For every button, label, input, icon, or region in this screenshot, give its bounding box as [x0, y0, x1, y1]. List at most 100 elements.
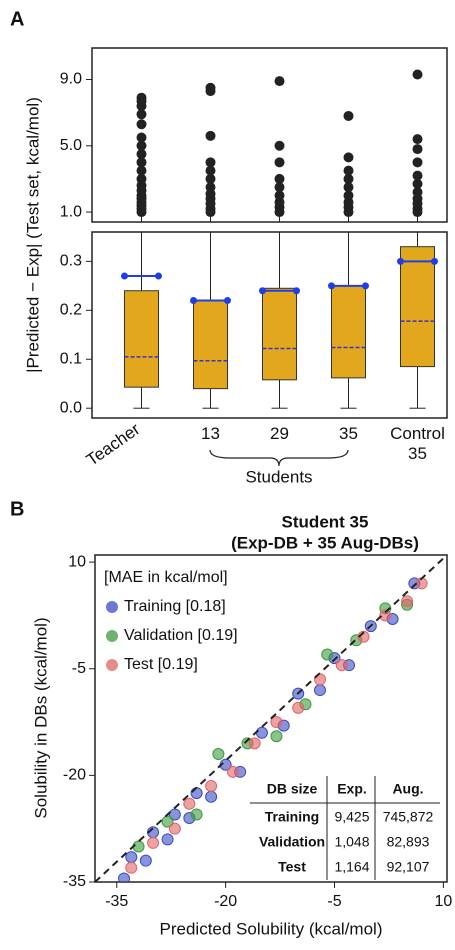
group-bracket: [209, 449, 349, 467]
mean-marker: [397, 257, 404, 265]
mean-marker: [362, 282, 369, 290]
outlier: [136, 173, 147, 184]
table-header: Aug.: [392, 781, 423, 797]
outlier: [412, 170, 423, 181]
y-tick-label: 1.0: [60, 203, 82, 220]
outlier: [205, 130, 216, 141]
plot-frame: [94, 554, 448, 883]
box: [400, 246, 435, 368]
mean-marker: [259, 287, 266, 295]
table-cell: 92,107: [387, 859, 430, 875]
table-cell: 745,872: [383, 809, 434, 825]
table-row-label: Validation: [259, 834, 325, 850]
point: [335, 659, 348, 672]
point: [190, 808, 203, 821]
y-tick-label: 5.0: [60, 137, 82, 154]
point: [161, 833, 174, 846]
outlier: [274, 190, 285, 201]
x-tick-label: 10: [434, 893, 452, 910]
outlier: [274, 182, 285, 193]
x-tick-label: -35: [105, 893, 128, 910]
y-tick-label: -35: [63, 873, 86, 890]
outlier: [136, 132, 147, 143]
table-cell: 1,164: [334, 859, 369, 875]
point: [313, 684, 326, 697]
y-tick-label: 0.2: [60, 302, 82, 319]
legend-marker: [106, 601, 118, 613]
mean-marker: [293, 287, 300, 295]
y-tick-label: 0.3: [60, 253, 82, 270]
x-axis-label: Predicted Solubility (kcal/mol): [160, 919, 383, 938]
outlier: [412, 178, 423, 189]
point: [379, 609, 392, 622]
outlier: [136, 92, 147, 103]
point: [205, 780, 218, 793]
outlier: [343, 152, 354, 163]
legend-marker: [106, 659, 118, 671]
outlier: [136, 165, 147, 176]
outlier: [205, 165, 216, 176]
point: [168, 822, 181, 835]
mean-marker: [431, 257, 438, 265]
legend-label: Test [0.19]: [124, 656, 198, 673]
point: [212, 748, 225, 761]
mean-marker: [121, 272, 128, 280]
panel-label: A: [10, 8, 24, 30]
y-axis-label: Solubility in DBs (kcal/mol): [31, 617, 50, 818]
outlier: [343, 182, 354, 193]
table-cell: 82,893: [387, 834, 430, 850]
y-tick-label: -20: [63, 767, 86, 784]
y-tick-label: -5: [72, 660, 86, 677]
outlier: [205, 173, 216, 184]
table-cell: 9,425: [334, 809, 369, 825]
outlier: [136, 140, 147, 151]
outlier: [274, 157, 285, 168]
legend-title: [MAE in kcal/mol]: [104, 569, 228, 586]
outlier: [274, 76, 285, 87]
point: [125, 851, 138, 864]
mean-marker: [190, 297, 197, 305]
mean-marker: [328, 282, 335, 290]
chart-title: Student 35: [282, 512, 369, 531]
x-tick-label: -20: [214, 893, 237, 910]
panel-label: B: [10, 498, 24, 520]
point: [226, 765, 239, 778]
table-header: Exp.: [337, 781, 367, 797]
point: [118, 872, 131, 882]
outlier: [343, 173, 354, 184]
table-header: DB size: [267, 781, 318, 797]
outlier: [274, 140, 285, 151]
table-row-label: Training: [265, 809, 319, 825]
point: [183, 797, 196, 810]
outlier: [343, 165, 354, 176]
group-label: Students: [245, 467, 312, 486]
outlier: [136, 149, 147, 160]
outlier: [343, 110, 354, 121]
box: [331, 285, 366, 379]
mean-marker: [224, 297, 231, 305]
identity-line: [94, 554, 448, 883]
box: [193, 300, 228, 390]
point: [401, 595, 414, 608]
point: [139, 854, 152, 867]
point: [161, 815, 174, 828]
table-row-label: Test: [278, 859, 306, 875]
x-tick-label: Control 35: [390, 424, 445, 463]
y-axis-label: |Predicted − Exp| (Test set, kcal/mol): [23, 97, 42, 373]
outlier: [343, 190, 354, 201]
point: [205, 790, 218, 803]
point: [292, 701, 305, 714]
x-tick-label: -5: [327, 893, 341, 910]
point: [255, 726, 268, 739]
legend-label: Training [0.18]: [124, 598, 226, 615]
legend-marker: [106, 630, 118, 642]
table-cell: 1,048: [334, 834, 369, 850]
plot-frame: [91, 231, 448, 419]
y-tick-label: 10: [68, 553, 86, 570]
x-tick-label: 29: [270, 424, 289, 443]
outlier: [412, 157, 423, 168]
outlier: [136, 109, 147, 120]
legend-label: Validation [0.19]: [124, 627, 238, 644]
